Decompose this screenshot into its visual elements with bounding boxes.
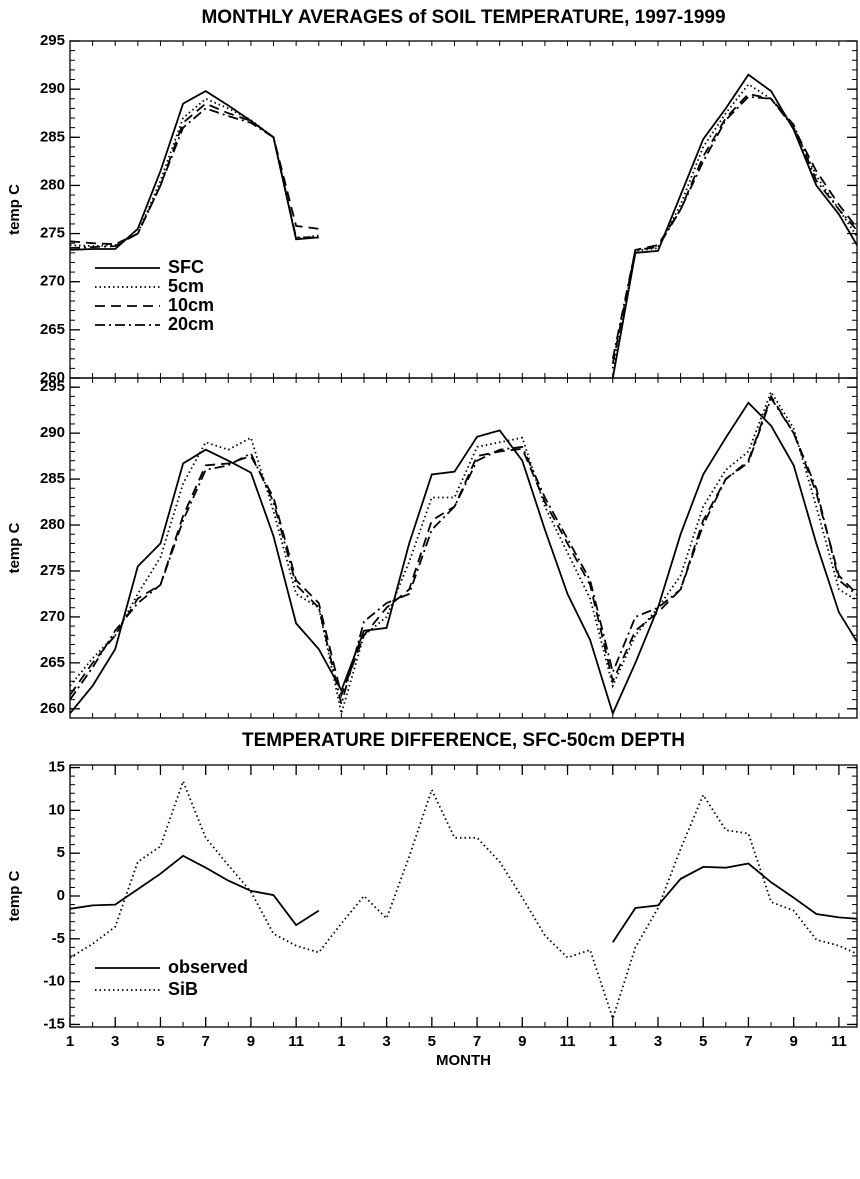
legend-label: SFC xyxy=(168,257,204,277)
y-tick-label: 275 xyxy=(40,562,65,579)
y-tick-label: 285 xyxy=(40,470,65,487)
series-line xyxy=(70,401,857,716)
x-tick-label: 7 xyxy=(744,1033,752,1050)
y-axis-label: temp C xyxy=(6,184,23,235)
series-line xyxy=(70,389,857,714)
y-tick-label: 285 xyxy=(40,128,65,145)
x-tick-label: 3 xyxy=(382,1033,390,1050)
x-tick-label: 7 xyxy=(202,1033,210,1050)
legend-label: 5cm xyxy=(168,276,204,296)
y-tick-label: 295 xyxy=(40,378,65,395)
y-tick-label: 260 xyxy=(40,700,65,717)
y-tick-label: 10 xyxy=(48,801,65,818)
y-tick-label: 265 xyxy=(40,654,65,671)
x-tick-label: 1 xyxy=(609,1033,617,1050)
chart-title: TEMPERATURE DIFFERENCE, SFC-50cm DEPTH xyxy=(242,730,685,751)
x-tick-label: 9 xyxy=(790,1033,798,1050)
x-tick-label: 11 xyxy=(288,1033,304,1050)
plot-area xyxy=(70,73,857,378)
series-line xyxy=(70,95,857,359)
y-tick-label: 270 xyxy=(40,273,65,290)
legend-label: SiB xyxy=(168,979,198,999)
series-line xyxy=(70,778,857,1022)
legend-label: observed xyxy=(168,957,248,977)
y-tick-label: 290 xyxy=(40,80,65,97)
y-tick-label: -10 xyxy=(43,973,65,990)
y-axis-label: temp C xyxy=(6,870,23,921)
y-tick-label: -5 xyxy=(52,930,65,947)
y-tick-label: 280 xyxy=(40,176,65,193)
x-tick-label: 1 xyxy=(66,1033,74,1050)
y-tick-label: 275 xyxy=(40,225,65,242)
y-tick-label: -15 xyxy=(43,1015,65,1032)
x-tick-label: 11 xyxy=(831,1033,847,1050)
x-tick-label: 3 xyxy=(654,1033,662,1050)
x-tick-label: 1 xyxy=(337,1033,345,1050)
x-axis-label: MONTH xyxy=(436,1052,491,1069)
y-tick-label: 0 xyxy=(57,887,65,904)
y-tick-label: 260 xyxy=(40,369,65,386)
x-tick-label: 9 xyxy=(247,1033,255,1050)
y-tick-label: 15 xyxy=(48,759,65,776)
y-tick-label: 290 xyxy=(40,424,65,441)
x-tick-label: 3 xyxy=(111,1033,119,1050)
x-tick-label: 7 xyxy=(473,1033,481,1050)
plot-area xyxy=(70,389,857,716)
x-tick-label: 5 xyxy=(699,1033,707,1050)
x-tick-label: 5 xyxy=(156,1033,164,1050)
y-tick-label: 265 xyxy=(40,321,65,338)
y-tick-label: 270 xyxy=(40,608,65,625)
y-tick-label: 280 xyxy=(40,516,65,533)
plot-area xyxy=(70,778,857,1022)
y-axis-label: temp C xyxy=(6,522,23,573)
y-tick-label: 295 xyxy=(40,32,65,49)
y-tick-label: 5 xyxy=(57,844,65,861)
x-tick-label: 11 xyxy=(560,1033,576,1050)
series-line xyxy=(70,396,857,705)
chart-title: MONTHLY AVERAGES of SOIL TEMPERATURE, 19… xyxy=(201,7,725,28)
x-tick-label: 9 xyxy=(518,1033,526,1050)
x-tick-label: 5 xyxy=(428,1033,436,1050)
legend-label: 10cm xyxy=(168,295,214,315)
legend-label: 20cm xyxy=(168,314,214,334)
series-line xyxy=(70,394,857,699)
plot-frame xyxy=(69,377,858,719)
series-line xyxy=(70,854,857,943)
